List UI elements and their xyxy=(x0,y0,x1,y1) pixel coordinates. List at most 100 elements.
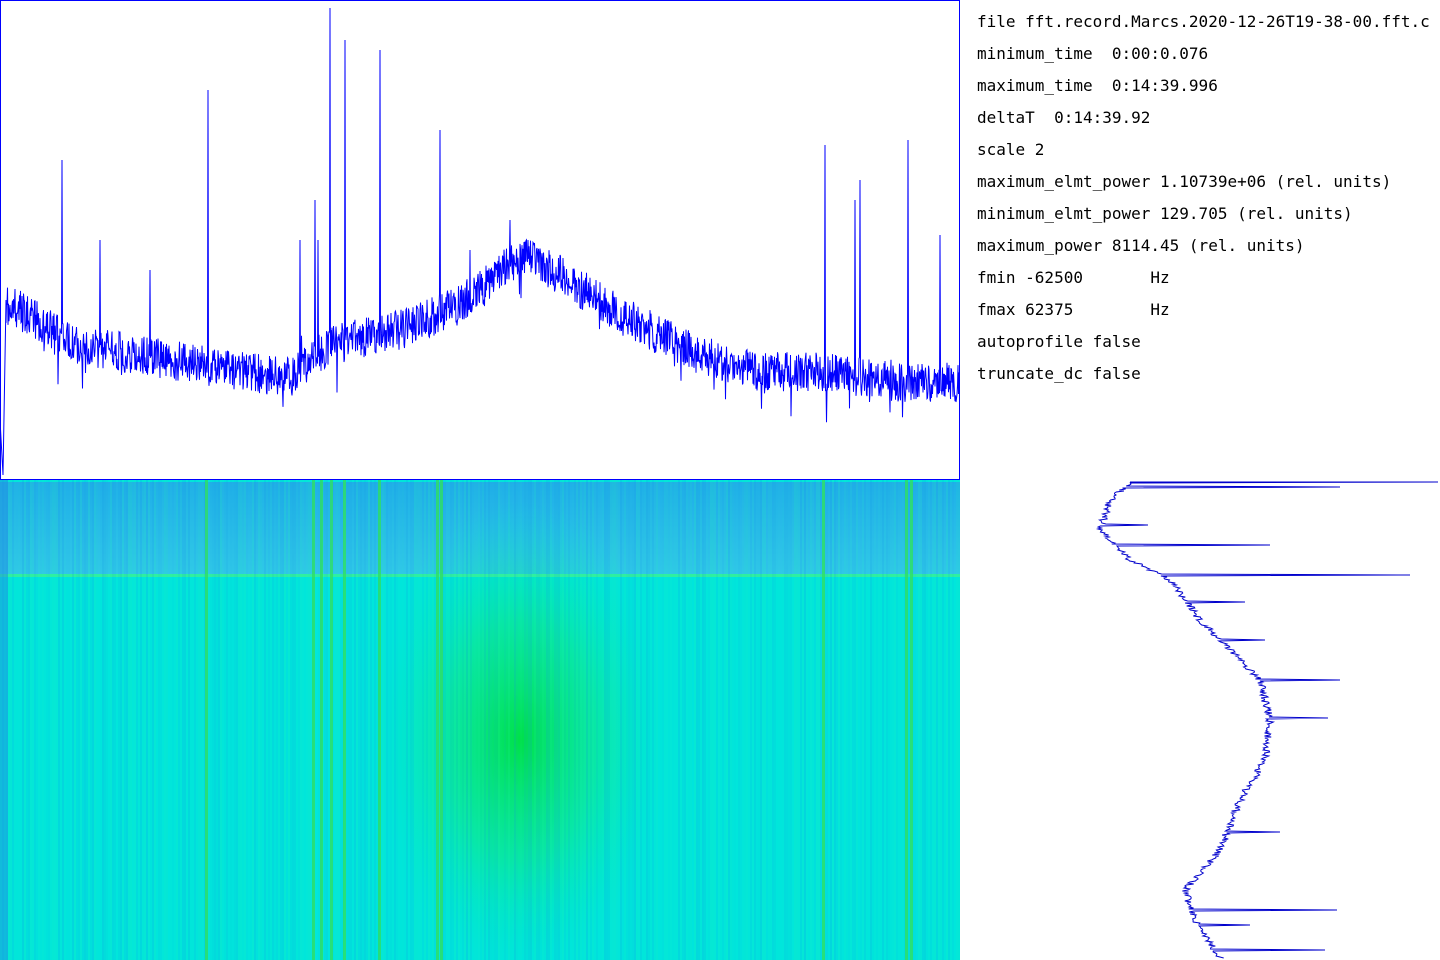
waterfall-col xyxy=(744,480,746,960)
waterfall-col xyxy=(370,480,372,960)
waterfall-col xyxy=(390,480,392,960)
waterfall-col xyxy=(732,480,734,960)
waterfall-col xyxy=(124,480,126,960)
waterfall-col xyxy=(50,480,52,960)
waterfall-col xyxy=(336,480,338,960)
waterfall-col xyxy=(164,480,166,960)
waterfall-col xyxy=(512,480,514,960)
waterfall-col xyxy=(450,480,452,960)
waterfall-col xyxy=(338,480,340,960)
waterfall-col xyxy=(360,480,362,960)
waterfall-col xyxy=(316,480,318,960)
waterfall-line xyxy=(312,480,315,960)
waterfall-col xyxy=(176,480,178,960)
waterfall-col xyxy=(160,480,162,960)
waterfall-col xyxy=(594,480,596,960)
waterfall-col xyxy=(228,480,230,960)
waterfall-col xyxy=(426,480,428,960)
waterfall-col xyxy=(640,480,642,960)
waterfall-col xyxy=(184,480,186,960)
waterfall-col xyxy=(34,480,36,960)
waterfall-col xyxy=(134,480,136,960)
waterfall-col xyxy=(604,480,606,960)
waterfall-col xyxy=(490,480,492,960)
waterfall-col xyxy=(638,480,640,960)
waterfall-col xyxy=(670,480,672,960)
waterfall-col xyxy=(788,480,790,960)
waterfall-col xyxy=(476,480,478,960)
waterfall-col xyxy=(186,480,188,960)
waterfall-col xyxy=(194,480,196,960)
waterfall-col xyxy=(718,480,720,960)
waterfall-col xyxy=(394,480,396,960)
waterfall-col xyxy=(26,480,28,960)
waterfall-col xyxy=(764,480,766,960)
waterfall-col xyxy=(780,480,782,960)
waterfall-col xyxy=(826,480,828,960)
waterfall-col xyxy=(598,480,600,960)
waterfall-line xyxy=(905,480,908,960)
waterfall-col xyxy=(820,480,822,960)
waterfall-col xyxy=(376,480,378,960)
waterfall-col xyxy=(468,480,470,960)
waterfall-col xyxy=(86,480,88,960)
waterfall-col xyxy=(68,480,70,960)
waterfall-col xyxy=(558,480,560,960)
waterfall-col xyxy=(596,480,598,960)
waterfall-col xyxy=(814,480,816,960)
waterfall-col xyxy=(260,480,262,960)
waterfall-col xyxy=(836,480,838,960)
waterfall-col xyxy=(138,480,140,960)
waterfall-col xyxy=(326,480,328,960)
waterfall-col xyxy=(274,480,276,960)
waterfall-col xyxy=(38,480,40,960)
waterfall-col xyxy=(88,480,90,960)
waterfall-col xyxy=(766,480,768,960)
waterfall-col xyxy=(680,480,682,960)
waterfall-col xyxy=(382,480,384,960)
waterfall-col xyxy=(892,480,894,960)
waterfall-col xyxy=(882,480,884,960)
waterfall-col xyxy=(646,480,648,960)
waterfall-col xyxy=(750,480,752,960)
waterfall-col xyxy=(730,480,732,960)
waterfall-col xyxy=(460,480,462,960)
waterfall-col xyxy=(12,480,14,960)
waterfall-col xyxy=(98,480,100,960)
info-panel: file fft.record.Marcs.2020-12-26T19-38-0… xyxy=(977,10,1440,394)
waterfall-col xyxy=(20,480,22,960)
waterfall-col xyxy=(786,480,788,960)
waterfall-col xyxy=(754,480,756,960)
waterfall-col xyxy=(248,480,250,960)
waterfall-col xyxy=(806,480,808,960)
waterfall-col xyxy=(198,480,200,960)
waterfall-col xyxy=(926,480,928,960)
waterfall-col xyxy=(286,480,288,960)
waterfall-col xyxy=(922,480,924,960)
waterfall-col xyxy=(386,480,388,960)
waterfall-col xyxy=(142,480,144,960)
waterfall-line xyxy=(378,480,381,960)
waterfall-col xyxy=(302,480,304,960)
waterfall-col xyxy=(478,480,480,960)
waterfall-line xyxy=(440,480,443,960)
waterfall-col xyxy=(288,480,290,960)
waterfall-col xyxy=(356,480,358,960)
waterfall-col xyxy=(950,480,952,960)
waterfall-col xyxy=(782,480,784,960)
waterfall-col xyxy=(652,480,654,960)
waterfall-col xyxy=(72,480,74,960)
waterfall-col xyxy=(202,480,204,960)
waterfall-col xyxy=(352,480,354,960)
waterfall-col xyxy=(550,480,552,960)
waterfall-col xyxy=(666,480,668,960)
waterfall-col xyxy=(740,480,742,960)
waterfall-col xyxy=(252,480,254,960)
waterfall-col xyxy=(626,480,628,960)
waterfall-col xyxy=(104,480,106,960)
waterfall-col xyxy=(240,480,242,960)
waterfall-col xyxy=(234,480,236,960)
waterfall-col xyxy=(484,480,486,960)
waterfall-col xyxy=(282,480,284,960)
waterfall-col xyxy=(580,480,582,960)
